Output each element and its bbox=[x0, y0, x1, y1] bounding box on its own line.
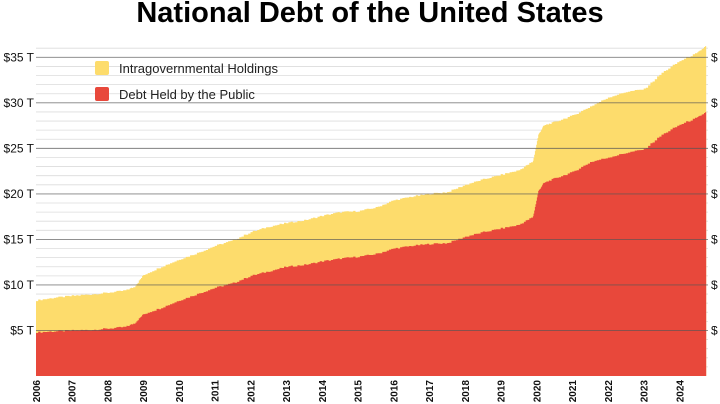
x-tick-label: 2023 bbox=[640, 380, 651, 403]
y-tick-label: $35 T bbox=[4, 50, 35, 64]
x-tick-label: 2006 bbox=[32, 380, 43, 403]
right-edge-labels: $ $ $ $ $ $ $ bbox=[711, 50, 718, 337]
y-tick-label: $30 T bbox=[4, 96, 35, 110]
x-tick-label: 2016 bbox=[389, 380, 400, 403]
x-tick-label: 2007 bbox=[68, 380, 79, 403]
x-tick-label: 2017 bbox=[425, 380, 436, 403]
right-edge-mark: $ bbox=[711, 50, 718, 64]
x-tick-label: 2010 bbox=[175, 380, 186, 403]
y-tick-label: $5 T bbox=[10, 323, 34, 337]
x-tick-label: 2011 bbox=[211, 380, 222, 402]
plot-areas bbox=[36, 45, 707, 377]
right-edge-mark: $ bbox=[711, 323, 718, 337]
x-tick-label: 2021 bbox=[568, 380, 579, 403]
x-tick-label: 2012 bbox=[247, 380, 258, 403]
legend-label-public: Debt Held by the Public bbox=[119, 87, 255, 102]
x-tick-label: 2018 bbox=[461, 380, 472, 403]
right-edge-mark: $ bbox=[711, 278, 718, 292]
legend-swatch-intragovernmental bbox=[95, 61, 109, 75]
y-tick-label: $25 T bbox=[4, 141, 35, 155]
y-tick-label: $20 T bbox=[4, 187, 35, 201]
right-edge-mark: $ bbox=[711, 232, 718, 246]
chart-title: National Debt of the United States bbox=[136, 0, 603, 29]
y-axis-ticks: $5 T $10 T $15 T $20 T $25 T $30 T $35 T bbox=[4, 50, 35, 337]
x-tick-label: 2009 bbox=[139, 380, 150, 403]
legend-label-intragovernmental: Intragovernmental Holdings bbox=[119, 61, 278, 76]
x-tick-label: 2024 bbox=[675, 380, 686, 403]
right-edge-mark: $ bbox=[711, 96, 718, 110]
legend-swatch-public bbox=[95, 87, 109, 101]
major-gridlines bbox=[36, 56, 708, 331]
x-axis-ticks: 2006 2007 2008 2009 2010 2011 2012 2013 2014 2015… bbox=[32, 380, 686, 403]
area-public bbox=[36, 111, 707, 376]
right-edge-mark: $ bbox=[711, 141, 718, 155]
right-edge-mark: $ bbox=[711, 187, 718, 201]
x-tick-label: 2022 bbox=[604, 380, 615, 403]
y-tick-label: $15 T bbox=[4, 232, 35, 246]
x-tick-label: 2019 bbox=[497, 380, 508, 403]
x-tick-label: 2013 bbox=[282, 380, 293, 403]
x-tick-label: 2015 bbox=[354, 380, 365, 403]
x-tick-label: 2020 bbox=[532, 380, 543, 403]
x-tick-label: 2008 bbox=[104, 380, 115, 403]
legend: Intragovernmental Holdings Debt Held by … bbox=[95, 61, 278, 102]
x-tick-label: 2014 bbox=[318, 380, 329, 403]
y-tick-label: $10 T bbox=[4, 278, 35, 292]
